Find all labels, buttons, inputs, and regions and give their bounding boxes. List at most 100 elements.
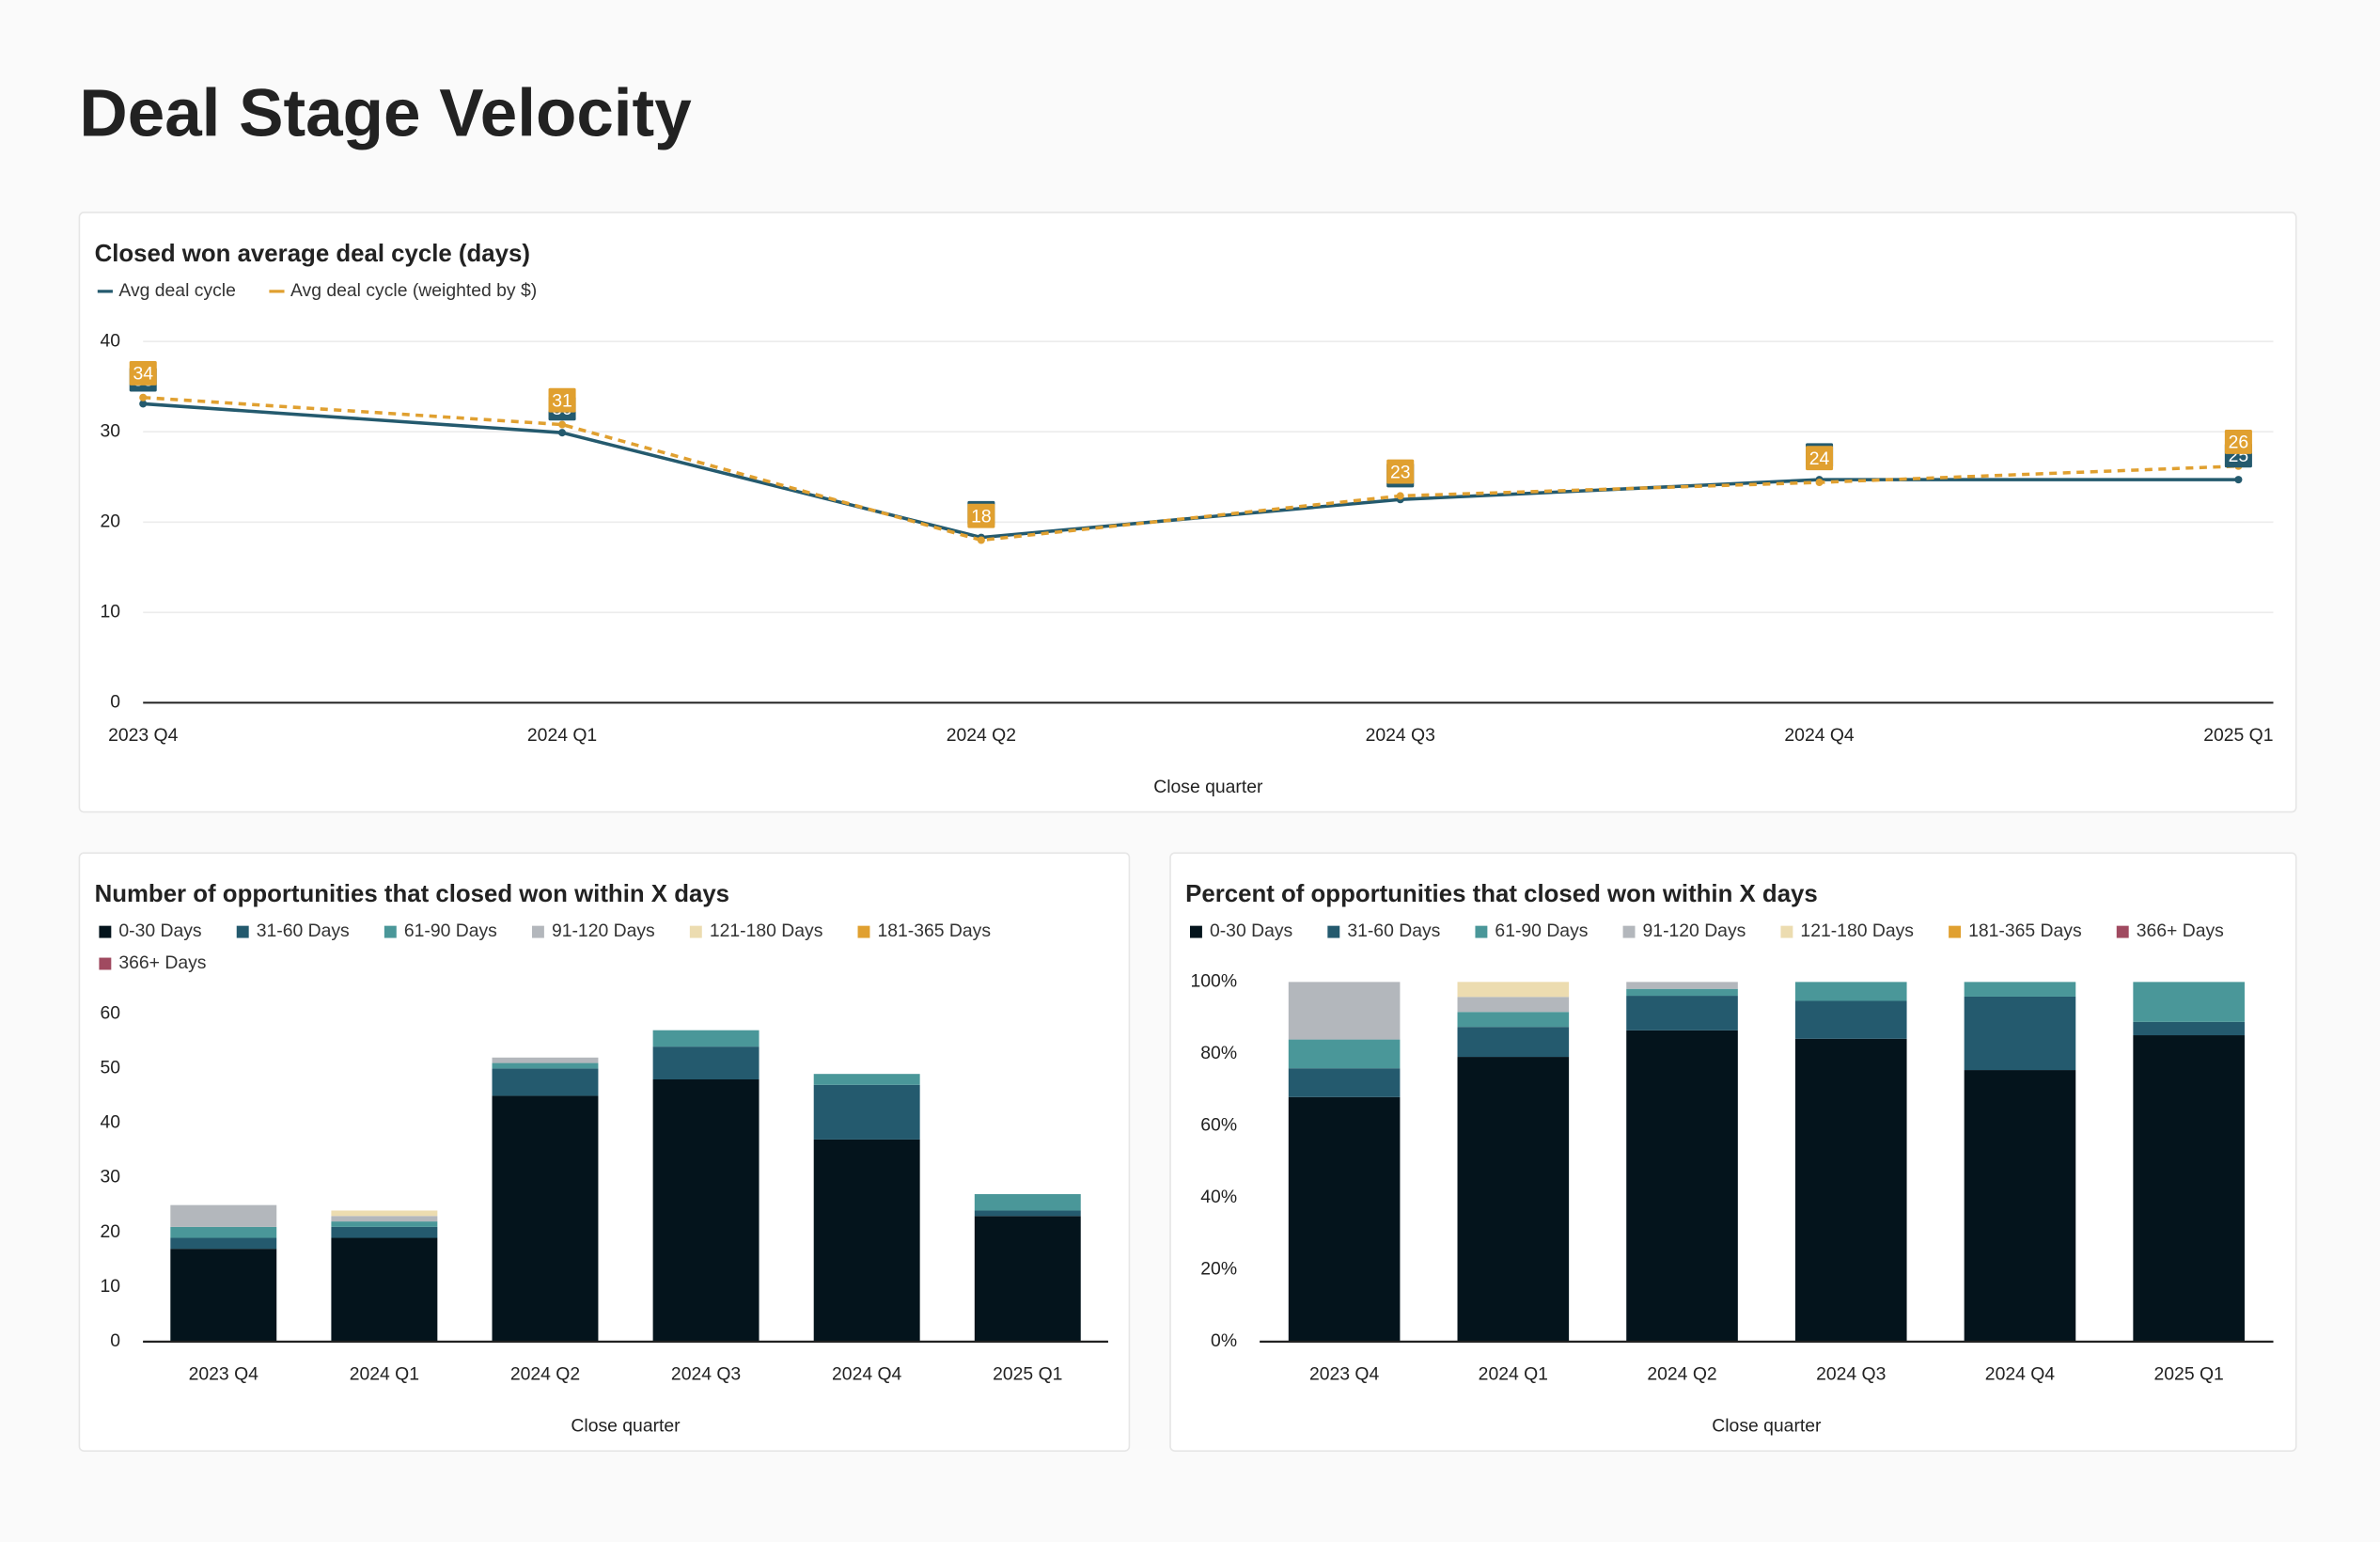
bar-segment: [170, 1226, 277, 1238]
bar-segment: [1288, 1096, 1401, 1342]
value-label: 26: [2229, 433, 2249, 453]
value-label-box: [548, 387, 576, 413]
y-tick-label: 0: [110, 1330, 120, 1351]
y-tick-label: 0: [110, 691, 120, 712]
y-tick-label: 50: [100, 1057, 120, 1078]
x-tick-label: 2024 Q1: [527, 725, 597, 746]
bar-segment: [1288, 1039, 1401, 1069]
y-tick-label: 30: [100, 1167, 120, 1188]
value-label: 18: [971, 506, 992, 527]
value-label: 23: [1390, 462, 1411, 482]
value-label: 24: [1809, 448, 1830, 469]
value-label-box: [2224, 429, 2252, 454]
point: [558, 420, 567, 429]
bar-segment: [170, 1204, 277, 1227]
bar-segment: [813, 1074, 920, 1085]
bar-segment: [170, 1249, 277, 1342]
x-tick-label: 2024 Q4: [1985, 1364, 2056, 1385]
legend-marker: [1327, 925, 1340, 938]
bar-segment: [492, 1057, 599, 1063]
legend-label: 0-30 Days: [118, 920, 201, 941]
legend-label: Avg deal cycle (weighted by $): [290, 280, 537, 301]
y-tick-label: 40: [100, 1112, 120, 1133]
legend-marker: [1475, 925, 1488, 938]
y-tick-label: 20: [100, 1221, 120, 1242]
x-tick-label: 2024 Q2: [1647, 1364, 1716, 1385]
value-label-box: [129, 360, 157, 386]
bar-segment: [1794, 982, 1907, 1001]
legend-marker: [384, 925, 397, 938]
value-label: 34: [133, 364, 153, 385]
bar-segment: [331, 1216, 438, 1222]
legend-marker: [857, 925, 870, 938]
bar-segment: [974, 1210, 1081, 1217]
point: [1396, 492, 1404, 500]
legend-label: 366+ Days: [2137, 920, 2224, 941]
point: [139, 400, 148, 408]
x-tick-label: 2024 Q4: [1784, 725, 1855, 746]
legend-label: 181-365 Days: [878, 920, 992, 941]
y-tick-label: 0%: [1211, 1330, 1237, 1351]
bar-segment: [331, 1210, 438, 1217]
x-tick-label: 2025 Q1: [2203, 725, 2273, 746]
bar-segment: [1626, 982, 1738, 989]
bar-segment: [1457, 1057, 1570, 1342]
legend-marker: [1622, 925, 1636, 938]
bar-segment: [1288, 1068, 1401, 1097]
bar-segment: [652, 1030, 759, 1047]
legend-label: 31-60 Days: [1347, 920, 1440, 941]
bar-segment: [1794, 1038, 1907, 1342]
y-tick-label: 10: [100, 1276, 120, 1297]
legend-marker: [531, 925, 544, 938]
x-tick-label: 2024 Q1: [1479, 1364, 1548, 1385]
bar-segment: [652, 1079, 759, 1342]
y-tick-label: 100%: [1191, 970, 1238, 991]
x-tick-label: 2023 Q4: [108, 725, 179, 746]
card: [78, 212, 2297, 813]
y-tick-label: 40%: [1200, 1187, 1237, 1207]
x-tick-label: 2025 Q1: [993, 1364, 1062, 1385]
card: [78, 852, 1131, 1452]
point: [139, 393, 148, 401]
x-tick-label: 2025 Q1: [2154, 1364, 2224, 1385]
bar-segment: [1457, 997, 1570, 1013]
x-tick-label: 2023 Q4: [1309, 1364, 1380, 1385]
bar-segment: [492, 1062, 599, 1069]
bar-segment: [2133, 1035, 2245, 1342]
legend-marker: [99, 957, 112, 970]
x-tick-label: 2024 Q2: [510, 1364, 580, 1385]
x-axis-label: Close quarter: [1712, 1415, 1822, 1436]
legend-label: 121-180 Days: [1800, 920, 1914, 941]
bar-segment: [2133, 1021, 2245, 1036]
legend-label: 61-90 Days: [404, 920, 497, 941]
point: [2234, 476, 2243, 484]
legend-marker: [1190, 925, 1202, 938]
point: [1815, 478, 1824, 487]
legend-label: 91-120 Days: [552, 920, 655, 941]
x-tick-label: 2024 Q4: [832, 1364, 902, 1385]
bar-segment: [331, 1221, 438, 1227]
x-axis-label: Close quarter: [571, 1415, 681, 1436]
legend-label: 121-180 Days: [710, 920, 823, 941]
legend-label: 181-365 Days: [1968, 920, 2082, 941]
bar-segment: [2133, 982, 2245, 1022]
point: [558, 429, 567, 437]
chart-title: Number of opportunities that closed won …: [95, 881, 729, 907]
x-tick-label: 2023 Q4: [189, 1364, 259, 1385]
y-tick-label: 40: [100, 330, 120, 351]
legend-label: 91-120 Days: [1643, 920, 1746, 941]
x-axis-label: Close quarter: [1153, 777, 1263, 797]
bar-segment: [813, 1139, 920, 1342]
bar-segment: [1457, 1027, 1570, 1058]
y-tick-label: 80%: [1200, 1043, 1237, 1063]
bar-segment: [652, 1046, 759, 1079]
bar-segment: [492, 1068, 599, 1096]
x-tick-label: 2024 Q2: [947, 725, 1016, 746]
point: [977, 536, 985, 544]
y-tick-label: 60%: [1200, 1115, 1237, 1136]
legend-marker: [2116, 925, 2129, 938]
legend-marker: [689, 925, 702, 938]
y-tick-label: 30: [100, 420, 120, 441]
x-tick-label: 2024 Q3: [671, 1364, 741, 1385]
